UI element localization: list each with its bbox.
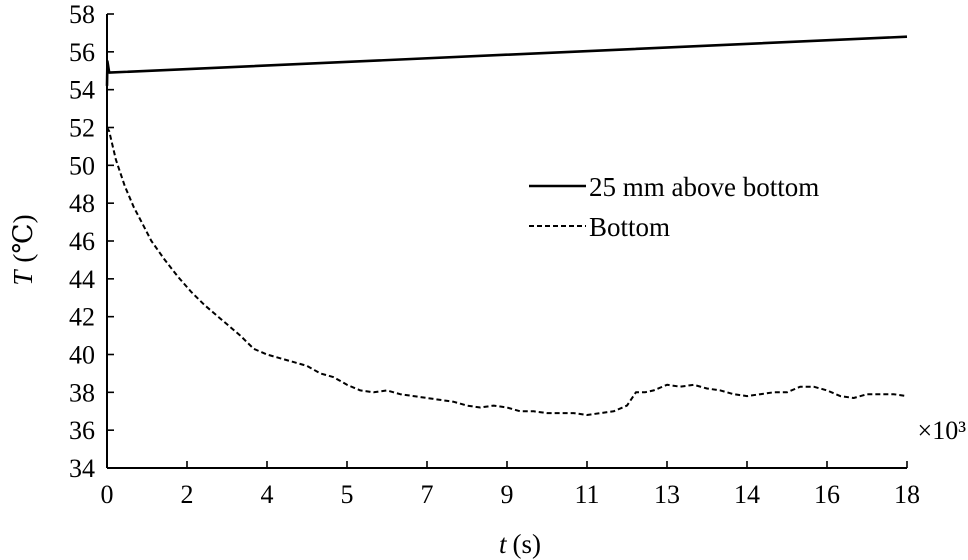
x-tick-label: 11 bbox=[574, 480, 599, 509]
y-tick-label: 58 bbox=[69, 0, 95, 29]
x-tick-label: 13 bbox=[654, 480, 680, 509]
x-axis-label: t (s) bbox=[499, 529, 541, 559]
x-axis-variable: t bbox=[499, 529, 508, 559]
x-tick-label: 4 bbox=[261, 480, 274, 509]
x-axis-unit: (s) bbox=[513, 529, 542, 559]
y-tick-label: 42 bbox=[69, 303, 95, 332]
y-tick-label: 52 bbox=[69, 114, 95, 143]
legend-label-2: Bottom bbox=[589, 212, 670, 242]
x-tick-label: 18 bbox=[894, 480, 920, 509]
x-tick-label: 16 bbox=[814, 480, 840, 509]
y-axis-unit: (℃) bbox=[8, 214, 38, 262]
x-tick-label: 0 bbox=[101, 480, 114, 509]
x-tick-label: 2 bbox=[181, 480, 194, 509]
y-tick-label: 44 bbox=[69, 265, 95, 294]
y-axis-label: T (℃) bbox=[8, 214, 38, 285]
y-tick-label: 56 bbox=[69, 38, 95, 67]
legend: 25 mm above bottom Bottom bbox=[529, 172, 819, 242]
y-tick-label: 54 bbox=[69, 76, 95, 105]
x-tick-label: 9 bbox=[501, 480, 514, 509]
axes: 34 36 38 40 42 44 46 48 50 52 54 56 58 0 2 4 5 7 9 11 13 14 16… bbox=[69, 0, 920, 509]
y-tick-label: 40 bbox=[69, 341, 95, 370]
y-tick-label: 38 bbox=[69, 378, 95, 407]
y-axis-variable: T bbox=[8, 269, 38, 286]
series-layer bbox=[105, 35, 908, 416]
axis-labels: T (℃) t (s) ×10³ bbox=[8, 214, 966, 559]
x-tick-label: 7 bbox=[421, 480, 434, 509]
y-tick-label: 48 bbox=[69, 189, 95, 218]
series-line-2 bbox=[106, 126, 908, 416]
x-tick-label: 14 bbox=[734, 480, 760, 509]
y-tick-label: 36 bbox=[69, 416, 95, 445]
y-tick-label: 46 bbox=[69, 227, 95, 256]
y-tick-label: 34 bbox=[69, 454, 95, 483]
x-tick-label: 5 bbox=[341, 480, 354, 509]
y-tick-label: 50 bbox=[69, 151, 95, 180]
legend-label-1: 25 mm above bottom bbox=[589, 172, 819, 202]
x-axis-multiplier: ×10³ bbox=[918, 416, 967, 445]
series-line-1 bbox=[105, 35, 908, 86]
